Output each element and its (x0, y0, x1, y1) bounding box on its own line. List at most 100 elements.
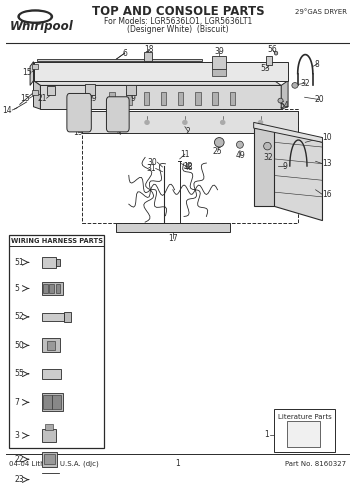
Text: 5: 5 (15, 284, 20, 293)
Bar (287, 421, 320, 447)
Bar (212, 56, 226, 69)
Text: 25: 25 (213, 147, 222, 156)
Bar (9, 235, 104, 448)
Text: 6: 6 (122, 49, 127, 57)
Bar (42, 393, 63, 412)
Text: 3: 3 (15, 431, 20, 440)
Text: 54: 54 (280, 101, 289, 110)
Bar (230, 92, 235, 105)
Text: 2: 2 (186, 128, 191, 136)
Text: 32: 32 (300, 79, 310, 87)
Ellipse shape (264, 142, 271, 150)
Text: 20: 20 (315, 95, 324, 104)
Bar (44, 454, 55, 465)
Bar (161, 92, 166, 105)
Polygon shape (37, 59, 202, 61)
Bar (32, 64, 38, 69)
Bar (42, 452, 57, 467)
Polygon shape (254, 122, 322, 142)
Text: 18: 18 (144, 45, 154, 54)
Text: 12: 12 (183, 162, 193, 171)
Text: 13: 13 (322, 159, 332, 168)
Text: 48: 48 (183, 163, 193, 172)
Bar (212, 92, 218, 105)
Bar (44, 476, 57, 483)
Ellipse shape (259, 120, 262, 124)
Text: Whirlpool: Whirlpool (9, 20, 73, 32)
Bar (43, 395, 52, 410)
Polygon shape (34, 81, 40, 109)
Text: 32: 32 (263, 153, 273, 162)
Text: 56: 56 (268, 45, 278, 54)
Bar (42, 473, 58, 483)
Bar (126, 85, 136, 95)
Text: 1: 1 (176, 459, 180, 469)
Ellipse shape (107, 120, 111, 124)
Polygon shape (30, 62, 34, 85)
Bar (195, 92, 201, 105)
Bar (82, 109, 299, 223)
Ellipse shape (18, 10, 52, 23)
Ellipse shape (292, 83, 298, 88)
Text: 10: 10 (322, 133, 332, 142)
Bar (126, 92, 132, 105)
Polygon shape (281, 81, 288, 109)
Polygon shape (34, 62, 288, 81)
Text: 31: 31 (146, 164, 156, 173)
FancyBboxPatch shape (67, 93, 91, 132)
Ellipse shape (21, 13, 50, 21)
Bar (43, 284, 48, 293)
Bar (32, 90, 38, 95)
Ellipse shape (183, 120, 187, 124)
Bar (42, 313, 64, 321)
Text: WIRING HARNESS PARTS: WIRING HARNESS PARTS (11, 238, 103, 243)
Text: 15: 15 (22, 68, 32, 77)
Text: 21: 21 (37, 94, 47, 103)
Bar (47, 341, 55, 350)
Bar (47, 86, 55, 95)
Bar (144, 52, 152, 61)
Ellipse shape (237, 141, 243, 148)
Text: (Designer White)  (Biscuit): (Designer White) (Biscuit) (127, 25, 229, 34)
Text: 9: 9 (130, 94, 135, 103)
Text: 23: 23 (15, 475, 24, 483)
Text: 04-04 Litho in U.S.A. (djc): 04-04 Litho in U.S.A. (djc) (9, 461, 99, 467)
Bar (178, 92, 183, 105)
Bar (42, 257, 56, 268)
Text: TOP AND CONSOLE PARTS: TOP AND CONSOLE PARTS (92, 5, 264, 18)
Text: 14: 14 (2, 106, 12, 114)
Ellipse shape (274, 51, 278, 55)
Ellipse shape (220, 120, 225, 124)
Text: 19: 19 (74, 128, 83, 137)
Text: 8: 8 (315, 59, 320, 69)
Text: 17: 17 (168, 234, 178, 242)
Polygon shape (254, 128, 274, 206)
Text: 50: 50 (15, 341, 24, 350)
Ellipse shape (278, 98, 283, 103)
Text: 29°GAS DRYER: 29°GAS DRYER (295, 9, 346, 15)
Bar (49, 284, 54, 293)
Text: 29: 29 (87, 94, 97, 103)
Polygon shape (274, 128, 322, 221)
Bar (45, 424, 53, 430)
Bar (42, 429, 56, 442)
Ellipse shape (145, 120, 149, 124)
Text: 9: 9 (282, 161, 287, 170)
Text: 49: 49 (236, 151, 245, 160)
Text: 4: 4 (117, 128, 122, 137)
Text: Literature Parts: Literature Parts (278, 413, 331, 420)
Bar (56, 284, 60, 293)
Bar (144, 92, 149, 105)
Bar (274, 409, 335, 452)
Text: 16: 16 (322, 190, 332, 199)
Polygon shape (116, 223, 230, 232)
Bar (109, 92, 115, 105)
Bar (64, 312, 71, 322)
Text: 22: 22 (15, 455, 24, 464)
Bar (212, 69, 226, 76)
Bar (56, 259, 60, 266)
Text: 55: 55 (15, 369, 24, 378)
Polygon shape (40, 85, 281, 109)
Bar (42, 369, 61, 379)
Text: 53: 53 (261, 64, 271, 73)
